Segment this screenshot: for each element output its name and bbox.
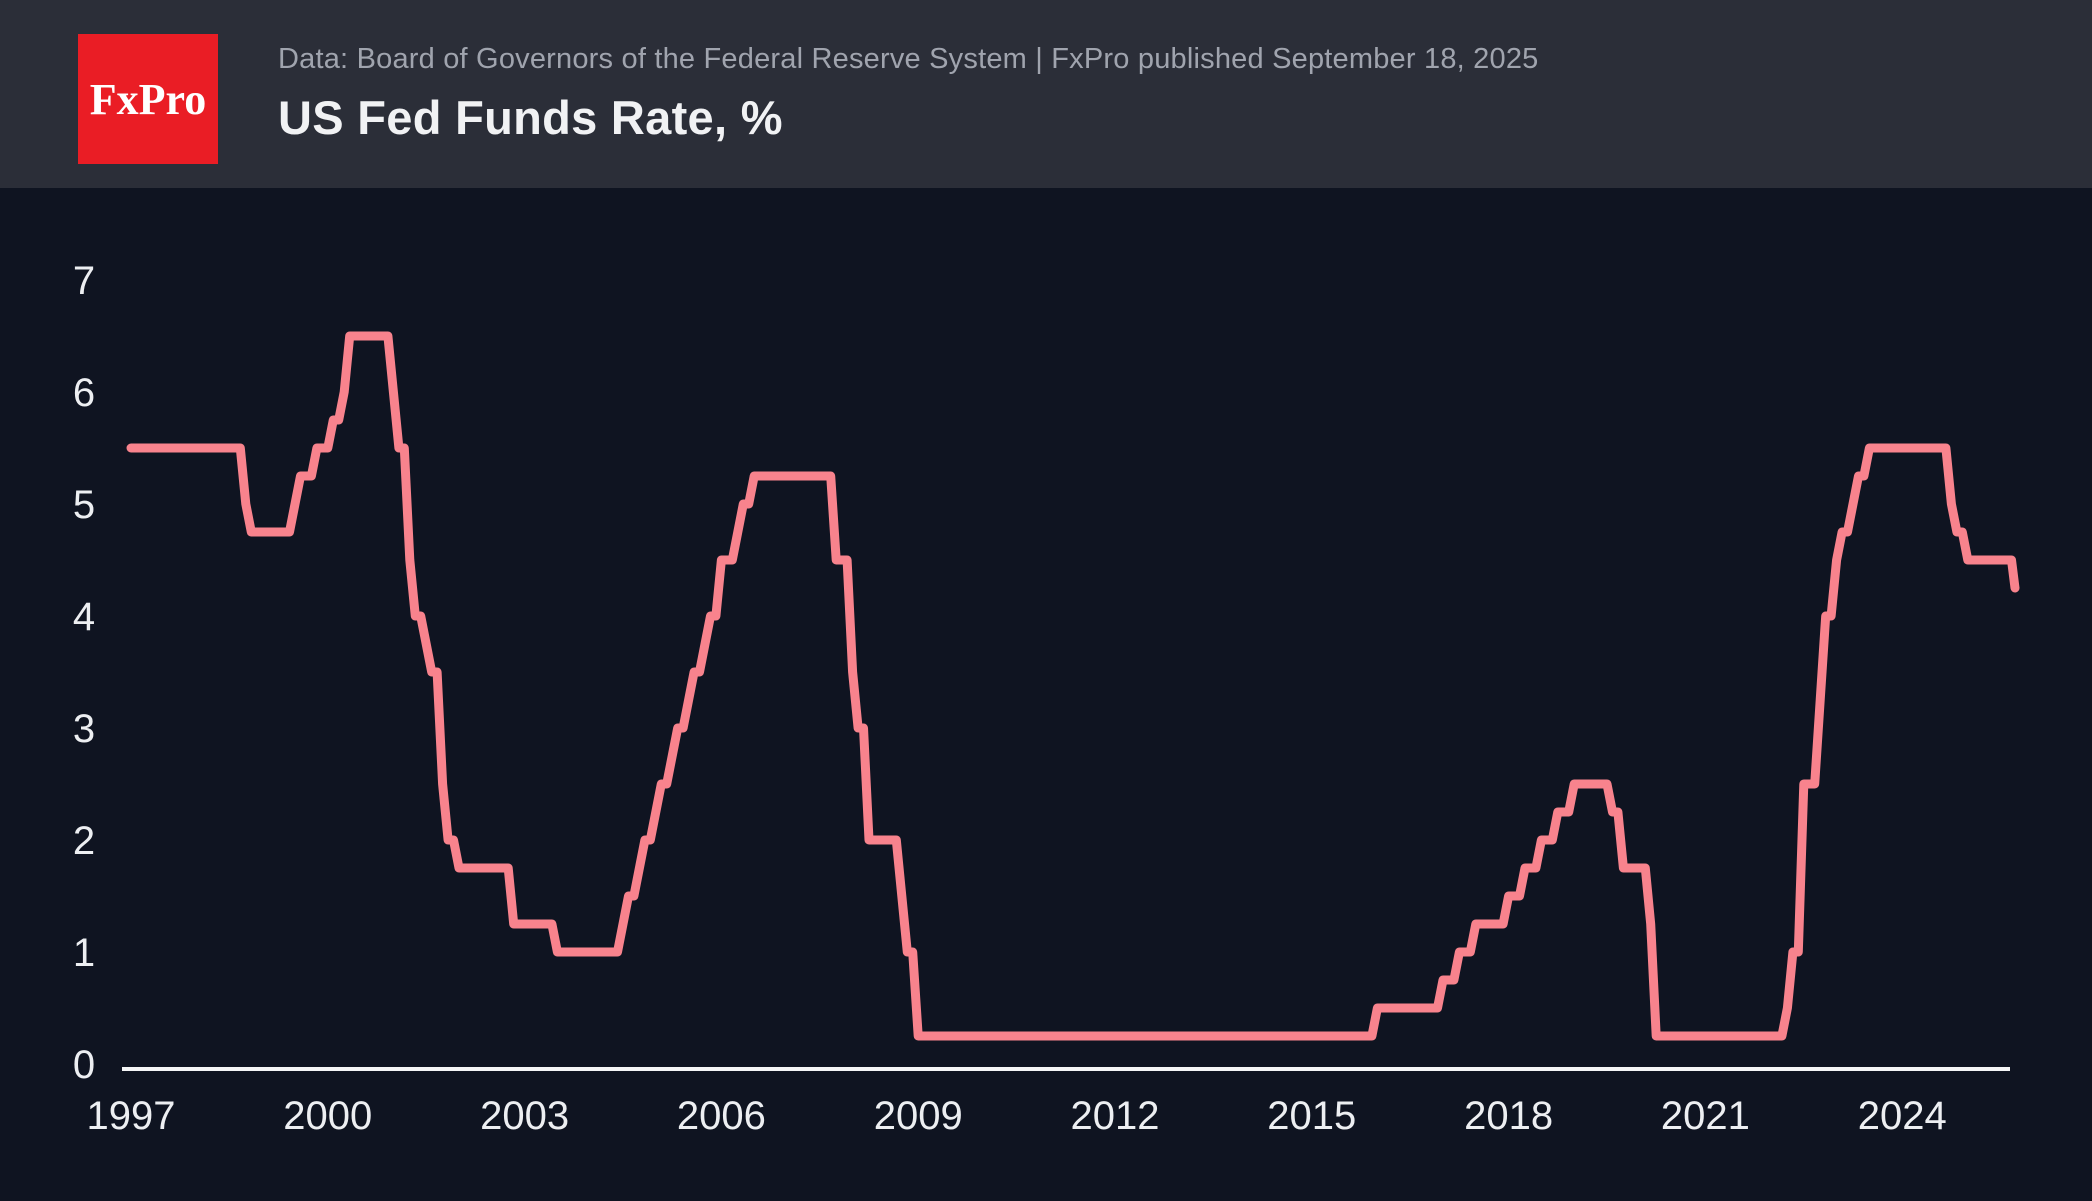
x-axis-tick-label: 2015 [1267,1094,1356,1138]
y-axis-tick-label: 0 [73,1043,95,1087]
x-axis-tick-label: 2006 [677,1094,766,1138]
x-axis-tick-label: 2018 [1464,1094,1553,1138]
header: FxPro Data: Board of Governors of the Fe… [0,0,2092,188]
x-axis-tick-label: 2012 [1071,1094,1160,1138]
chart-area: 0 1 2 3 4 5 6 7 1997 2000 2003 2006 2009 2012 2015 2018… [0,188,2092,1196]
fxpro-logo: FxPro [78,34,218,164]
attribution: Data: Board of Governors of the Federal … [278,43,1539,75]
x-axis-tick-label: 1997 [87,1094,176,1138]
y-axis-tick-label: 3 [73,707,95,751]
page-title: US Fed Funds Rate, % [278,90,783,144]
y-axis-tick-label: 4 [73,595,95,639]
fed-funds-line-chart: 0 1 2 3 4 5 6 7 1997 2000 2003 2006 2009 2012 2015 2018… [73,259,2020,1138]
fxpro-logo-text: FxPro [89,74,207,124]
x-axis-tick-label: 2024 [1858,1094,1947,1138]
y-axis-tick-label: 7 [73,259,95,303]
y-axis-tick-label: 6 [73,371,95,415]
x-axis-tick-label: 2003 [480,1094,569,1138]
x-axis-tick-label: 2000 [283,1094,372,1138]
y-axis-tick-label: 5 [73,483,95,527]
y-axis-tick-label: 2 [73,819,95,863]
x-axis-tick-label: 2009 [874,1094,963,1138]
fed-funds-rate-line [126,331,2020,1041]
header-titles: Data: Board of Governors of the Federal … [278,42,1538,145]
x-axis-tick-label: 2021 [1661,1094,1750,1138]
y-axis-tick-label: 1 [73,931,95,975]
